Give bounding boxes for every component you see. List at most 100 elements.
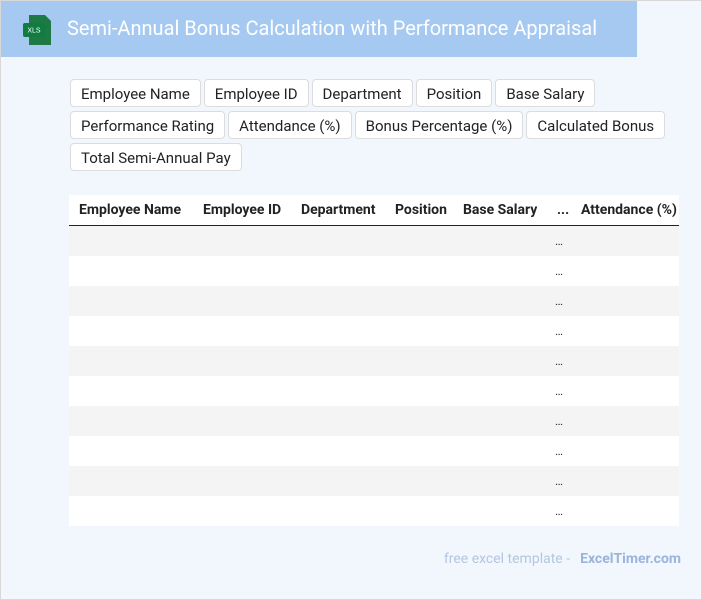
table-row: …	[69, 436, 679, 466]
field-chip: Employee Name	[70, 79, 201, 107]
table-cell	[453, 436, 547, 466]
field-chip: Attendance (%)	[228, 111, 352, 139]
table-cell	[571, 496, 679, 526]
ellipsis-cell: …	[547, 406, 571, 436]
data-table: Employee Name Employee ID Department Positi…	[69, 195, 679, 526]
table-cell	[69, 436, 193, 466]
table-cell	[385, 466, 453, 496]
table-cell	[571, 286, 679, 316]
page-title: Semi-Annual Bonus Calculation with Perfo…	[67, 16, 598, 40]
field-chip: Bonus Percentage (%)	[354, 111, 524, 139]
table-cell	[291, 256, 385, 286]
column-header: Employee Name	[69, 195, 193, 226]
column-header: ...	[547, 195, 571, 226]
table-cell	[385, 225, 453, 256]
table-cell	[571, 316, 679, 346]
table-cell	[69, 256, 193, 286]
table-cell	[193, 286, 291, 316]
table-cell	[69, 346, 193, 376]
table-cell	[571, 436, 679, 466]
ellipsis-cell: …	[547, 225, 571, 256]
footer-text: free excel template -	[443, 551, 571, 567]
table-cell	[69, 286, 193, 316]
table-cell	[69, 466, 193, 496]
table-cell	[385, 256, 453, 286]
table-row: …	[69, 286, 679, 316]
field-chip: Performance Rating	[70, 111, 226, 139]
xls-icon: XLS	[23, 15, 51, 45]
table-cell	[291, 316, 385, 346]
table-cell	[453, 286, 547, 316]
table-cell	[571, 406, 679, 436]
table-cell	[453, 496, 547, 526]
table-cell	[571, 225, 679, 256]
field-chip: Department	[311, 79, 413, 107]
table-cell	[453, 225, 547, 256]
table-cell	[69, 225, 193, 256]
table-cell	[385, 436, 453, 466]
table-cell	[571, 346, 679, 376]
column-header: Department	[291, 195, 385, 226]
table-cell	[291, 466, 385, 496]
table-cell	[385, 376, 453, 406]
table-cell	[193, 316, 291, 346]
field-chip: Calculated Bonus	[526, 111, 666, 139]
table-cell	[571, 466, 679, 496]
ellipsis-cell: …	[554, 504, 564, 518]
column-header: Base Salary	[453, 195, 547, 226]
table-cell	[291, 286, 385, 316]
ellipsis-cell: …	[547, 346, 571, 376]
icon-label: XLS	[27, 27, 41, 34]
table-cell	[453, 376, 547, 406]
column-header: Position	[385, 195, 453, 226]
table-cell	[193, 256, 291, 286]
field-chip: Total Semi-Annual Pay	[70, 143, 242, 171]
table-cell	[193, 225, 291, 256]
ellipsis-cell: …	[547, 466, 571, 496]
ellipsis-cell: …	[554, 444, 564, 458]
table-cell	[291, 496, 385, 526]
table-cell	[193, 496, 291, 526]
ellipsis-cell: …	[554, 324, 564, 338]
table-cell	[385, 316, 453, 346]
table-cell	[69, 316, 193, 346]
table-row: …	[69, 466, 679, 496]
table-cell	[385, 286, 453, 316]
table-cell	[385, 346, 453, 376]
table-cell	[453, 346, 547, 376]
table-row: …	[69, 225, 679, 256]
footer: free excel template - ExcelTimer.com	[444, 551, 681, 567]
table-cell	[193, 436, 291, 466]
table-cell	[193, 346, 291, 376]
table-cell	[571, 376, 679, 406]
table-cell	[193, 466, 291, 496]
field-chip: Base Salary	[495, 79, 596, 107]
footer-brand[interactable]: ExcelTimer.com	[580, 551, 681, 567]
table-row: …	[69, 376, 679, 406]
table-row: …	[69, 346, 679, 376]
table-cell	[69, 376, 193, 406]
table-cell	[571, 256, 679, 286]
column-header: Attendance (%)	[571, 195, 679, 226]
field-list: Employee Name Employee ID Department Positi…	[70, 79, 670, 171]
table-row: …	[69, 496, 679, 526]
table-cell	[291, 376, 385, 406]
table-cell	[291, 406, 385, 436]
ellipsis-cell: …	[547, 286, 571, 316]
table-container: Employee Name Employee ID Department Positi…	[69, 195, 679, 526]
table-cell	[291, 225, 385, 256]
field-chip: Employee ID	[203, 79, 309, 107]
table-cell	[291, 346, 385, 376]
column-header: Employee ID	[193, 195, 291, 226]
table-row: …	[69, 316, 679, 346]
table-cell	[385, 496, 453, 526]
ellipsis-cell: …	[554, 264, 564, 278]
table-cell	[453, 406, 547, 436]
header-bar: XLS Semi-Annual Bonus Calculation with P…	[1, 1, 637, 57]
table-cell	[291, 436, 385, 466]
ellipsis-cell: …	[554, 384, 564, 398]
table-cell	[193, 376, 291, 406]
table-cell	[69, 406, 193, 436]
table-cell	[385, 406, 453, 436]
